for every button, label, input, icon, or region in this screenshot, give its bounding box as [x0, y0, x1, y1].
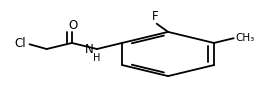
Text: O: O: [69, 19, 78, 32]
Text: CH₃: CH₃: [236, 33, 255, 43]
Text: H: H: [93, 53, 100, 63]
Text: F: F: [152, 10, 159, 23]
Text: Cl: Cl: [14, 37, 26, 50]
Text: N: N: [85, 43, 94, 56]
